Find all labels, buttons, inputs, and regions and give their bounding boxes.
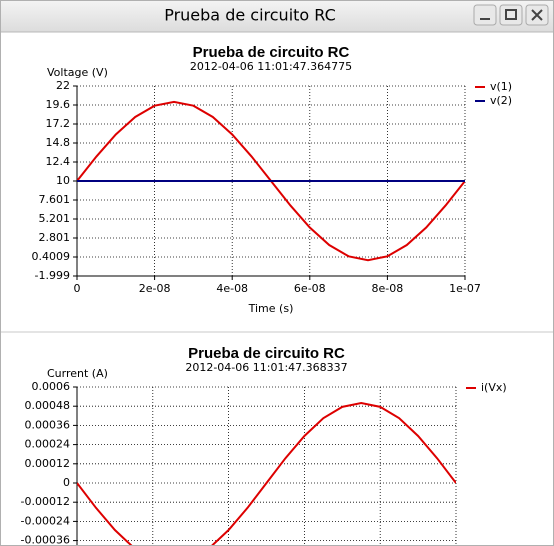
chart-subtitle: 2012-04-06 11:01:47.364775 [190,60,352,73]
chart-title: Prueba de circuito RC [193,44,350,61]
y-tick-label: 0.00012 [25,457,71,470]
maximize-button[interactable] [499,4,523,26]
y-tick-label: 0 [63,476,70,489]
legend-label: v(1) [490,80,512,93]
y-tick-label: 0.00048 [25,399,71,412]
y-tick-label: 19.6 [46,98,71,111]
y-tick-label: 22 [56,79,70,92]
legend-label: i(Vx) [481,381,507,394]
series-line [77,401,456,546]
minimize-button[interactable] [473,4,497,26]
x-tick-label: 6e-08 [294,282,326,295]
y-tick-label: 10 [56,174,70,187]
y-tick-label: 17.2 [46,117,71,130]
y-tick-label: 0.00024 [25,438,71,451]
y-tick-label: 14.8 [46,136,71,149]
y-tick-label: 0.4009 [32,250,71,263]
x-axis-label: Time (s) [248,302,294,315]
y-tick-label: -0.00036 [21,534,70,546]
y-axis-label: Voltage (V) [47,66,108,79]
x-tick-label: 0 [74,282,81,295]
y-tick-label: -0.00024 [21,514,70,527]
x-tick-label: 2e-08 [139,282,171,295]
y-tick-label: -0.00012 [21,495,70,508]
close-button[interactable] [525,4,549,26]
y-tick-label: -1.999 [35,269,70,282]
chart-subtitle: 2012-04-06 11:01:47.368337 [185,361,347,374]
y-tick-label: 0.0006 [32,380,71,393]
chart-title: Prueba de circuito RC [188,345,345,362]
y-tick-label: 5.201 [39,212,71,225]
y-tick-label: 12.4 [46,155,71,168]
x-tick-label: 1e-07 [449,282,481,295]
y-tick-label: 7.601 [39,193,71,206]
title-bar [0,0,554,32]
window-title: Prueba de circuito RC [164,6,336,25]
x-tick-label: 4e-08 [216,282,248,295]
y-tick-label: 0.00036 [25,418,71,431]
x-tick-label: 8e-08 [372,282,404,295]
y-axis-label: Current (A) [47,367,108,380]
y-tick-label: 2.801 [39,231,71,244]
legend-label: v(2) [490,94,512,107]
